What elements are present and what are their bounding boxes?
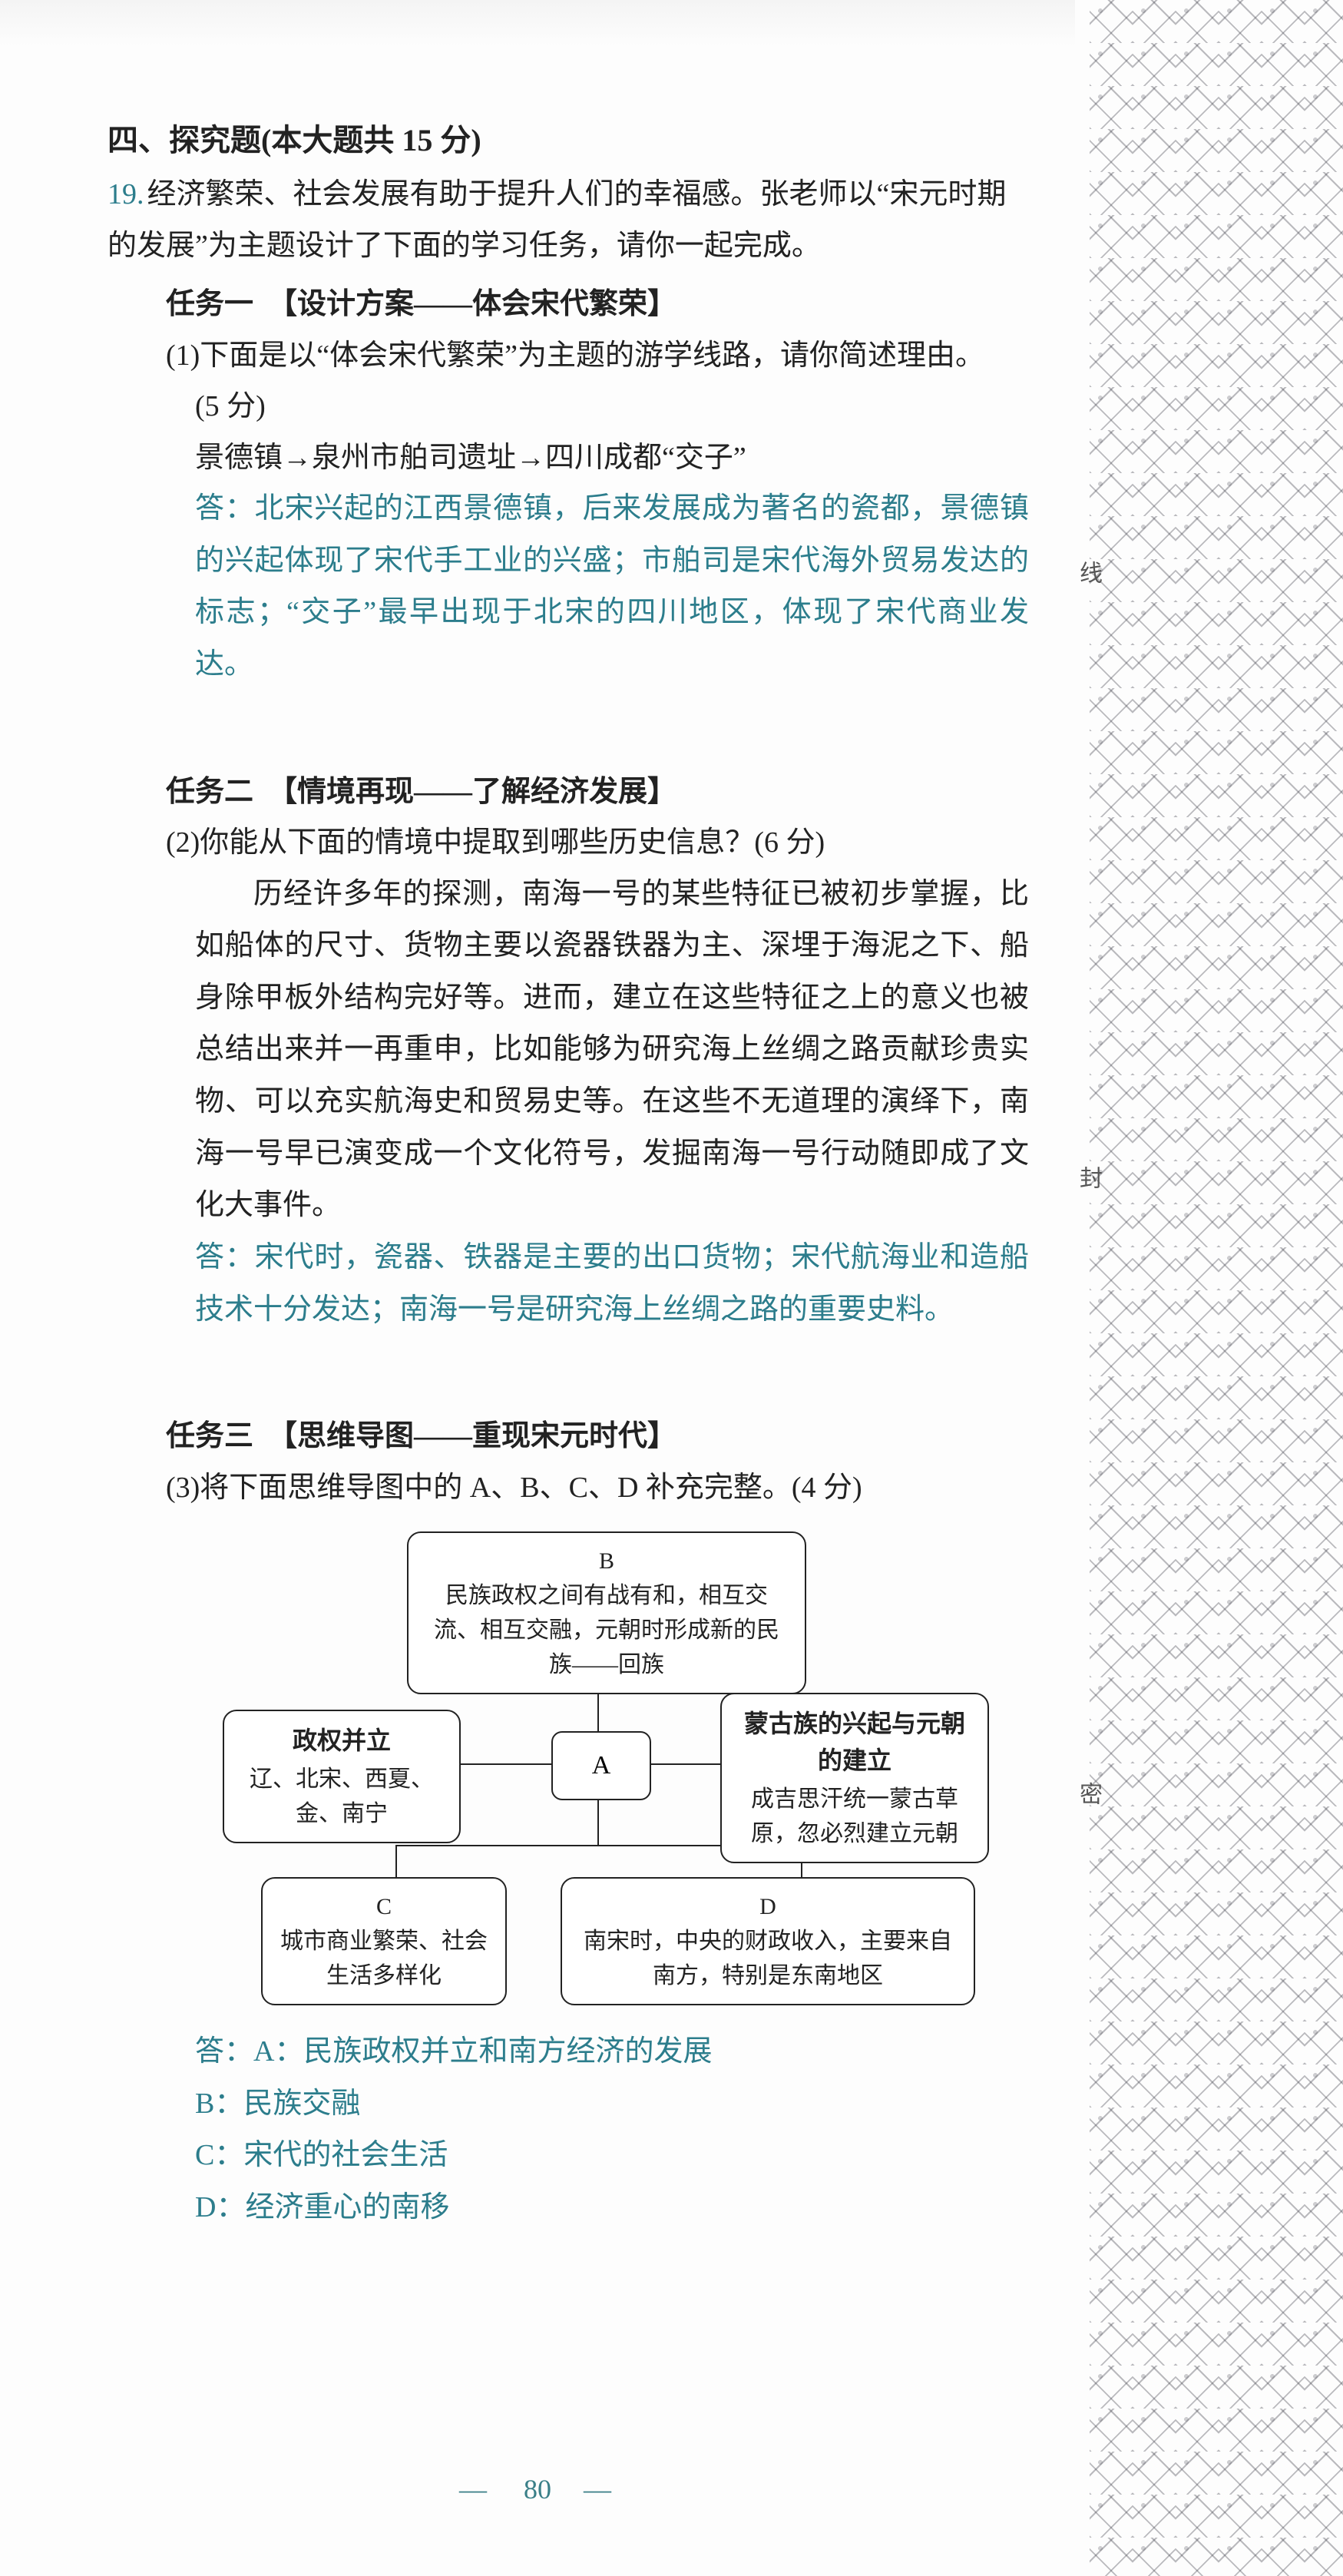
node-top-label: B [425,1544,788,1578]
task3-q: (3)将下面思维导图中的 A、B、C、D 补充完整。(4 分) [108,1462,1029,1514]
mindmap: B 民族政权之间有战有和，相互交流、相互交融，元朝时形成新的民族——回族 政权并… [207,1531,991,2008]
node-right-text: 成吉思汗统一蒙古草原，忽必烈建立元朝 [739,1782,971,1851]
side-label-secret: 密 [1071,1782,1105,1805]
page-content: 四、探究题(本大题共 15 分) 19. 经济繁荣、社会发展有助于提升人们的幸福… [0,0,1075,2265]
task2-q: (2)你能从下面的情境中提取到哪些历史信息？(6 分) [108,817,1029,869]
conn-bottom-stem [597,1800,599,1846]
node-bottom-right: D 南宋时，中央的财政收入，主要来自南方，特别是东南地区 [561,1877,975,2005]
task2-passage: 历经许多年的探测，南海一号的某些特征已被初步掌握，比如船体的尺寸、货物主要以瓷器… [108,869,1029,1232]
node-center: A [551,1731,651,1800]
task3-ans-a: 答：A：民族政权并立和南方经济的发展 [108,2026,1029,2078]
node-bl-text: 城市商业繁荣、社会生活多样化 [280,1924,488,1993]
side-label-line: 线 [1071,561,1105,584]
side-pattern [1090,0,1343,2576]
node-center-label: A [592,1751,611,1780]
conn-bl [395,1845,397,1877]
task1-q: (1)下面是以“体会宋代繁荣”为主题的游学线路，请你简述理由。 [108,330,1029,382]
side-label-seal: 封 [1071,1166,1105,1189]
top-fade [0,0,1075,46]
page-number-value: 80 [524,2474,551,2505]
task1-points: (5 分) [108,381,1029,432]
conn-right [651,1763,720,1765]
page-number: — 80 — [0,2467,1075,2507]
section-title: 四、探究题(本大题共 15 分) [108,115,1029,160]
task2-answer: 答：宋代时，瓷器、铁器是主要的出口货物；宋代航海业和造船技术十分发达；南海一号是… [108,1232,1029,1336]
task3-title: 任务三 【思维导图——重现宋元时代】 [108,1411,1029,1462]
task3-ans-d: D：经济重心的南移 [108,2182,1029,2234]
task3-ans-c: C：宋代的社会生活 [108,2130,1029,2182]
task1-title: 任务一 【设计方案——体会宋代繁荣】 [108,279,1029,330]
task1-answer: 答：北宋兴起的江西景德镇，后来发展成为著名的瓷都，景德镇的兴起体现了宋代手工业的… [108,483,1029,691]
node-left: 政权并立 辽、北宋、西夏、金、南宁 [223,1710,461,1843]
node-bl-label: C [280,1889,488,1924]
task1-route: 景德镇→泉州市舶司遗址→四川成都“交子” [108,432,1029,484]
node-left-hdr: 政权并立 [241,1722,442,1759]
node-left-text: 辽、北宋、西夏、金、南宁 [241,1762,442,1831]
node-right: 蒙古族的兴起与元朝的建立 成吉思汗统一蒙古草原，忽必烈建立元朝 [720,1693,989,1863]
node-br-label: D [579,1889,957,1924]
task3-ans-b: B：民族交融 [108,2078,1029,2131]
node-top-text: 民族政权之间有战有和，相互交流、相互交融，元朝时形成新的民族——回族 [425,1578,788,1682]
node-top: B 民族政权之间有战有和，相互交流、相互交融，元朝时形成新的民族——回族 [407,1531,806,1694]
node-right-hdr: 蒙古族的兴起与元朝的建立 [739,1705,971,1779]
q19-number: 19. [108,178,144,210]
q19-stem: 经济繁荣、社会发展有助于提升人们的幸福感。张老师以“宋元时期的发展”为主题设计了… [108,178,1006,262]
node-br-text: 南宋时，中央的财政收入，主要来自南方，特别是东南地区 [579,1924,957,1993]
conn-left [459,1763,551,1765]
task2-title: 任务二 【情境再现——了解经济发展】 [108,767,1029,818]
node-bottom-left: C 城市商业繁荣、社会生活多样化 [261,1877,507,2005]
